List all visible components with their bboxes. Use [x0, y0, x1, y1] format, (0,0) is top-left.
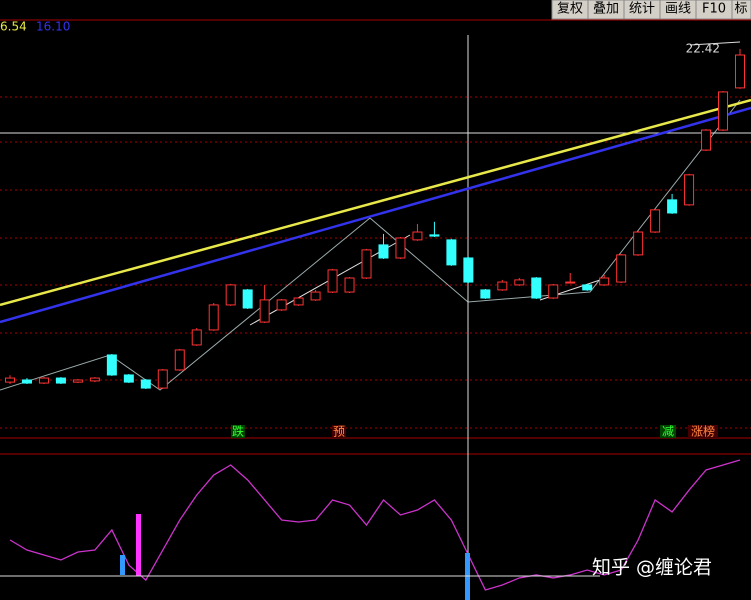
- signal-bar: [120, 555, 125, 575]
- candle-body: [718, 91, 729, 131]
- candle-body: [106, 354, 117, 376]
- candle-body: [344, 277, 355, 293]
- candle-body: [259, 299, 270, 323]
- ma-label: 6.54: [0, 20, 27, 34]
- indicator-line: [9, 459, 741, 591]
- button-label[interactable]: 统计: [629, 2, 655, 17]
- signal-box: [660, 425, 676, 438]
- candle-body: [565, 281, 576, 284]
- signal-label: 预: [333, 425, 345, 439]
- candle-body: [514, 279, 525, 286]
- candle-body: [633, 231, 644, 256]
- candle-body: [429, 234, 440, 237]
- ma-line: [0, 98, 751, 307]
- toolbar: 复权 叠加 统计 画线 F10 标: [551, 0, 751, 20]
- candle-body: [701, 129, 712, 151]
- button[interactable]: [731, 0, 751, 20]
- candle-body: [208, 304, 219, 331]
- candle-body: [225, 284, 236, 306]
- arrow-line: [689, 41, 741, 46]
- candle-body: [395, 237, 406, 259]
- candle-body: [293, 297, 304, 306]
- signal-box: [231, 425, 245, 438]
- candle-body: [582, 284, 593, 291]
- button-label[interactable]: 标: [734, 2, 747, 17]
- candle-body: [684, 174, 695, 206]
- signal-label: 减: [662, 425, 674, 439]
- ma-label: 16.10: [36, 20, 70, 34]
- candle-body: [548, 284, 559, 299]
- candle-body: [446, 239, 457, 266]
- candle-body: [497, 281, 508, 291]
- candle-body: [616, 254, 627, 283]
- signal-box: [688, 425, 718, 438]
- candle-body: [174, 349, 185, 371]
- candle-body: [463, 257, 474, 283]
- candle-body: [276, 299, 287, 311]
- candle-body: [650, 209, 661, 233]
- candle-body: [55, 377, 66, 384]
- candle-body: [123, 374, 134, 383]
- candle-body: [191, 329, 202, 346]
- candle-body: [242, 289, 253, 309]
- signal-label: 跌: [232, 424, 244, 439]
- candle-body: [667, 199, 678, 214]
- candle-body: [361, 249, 372, 279]
- toolbar-bg: [552, 0, 751, 19]
- candle-body: [310, 291, 321, 301]
- signal-box: [332, 425, 346, 438]
- candle-body: [157, 369, 168, 389]
- button-label[interactable]: 画线: [665, 2, 691, 17]
- candle-body: [599, 277, 610, 286]
- candle-body: [531, 277, 542, 299]
- candle-body: [378, 244, 389, 259]
- button-label[interactable]: F10: [702, 2, 726, 17]
- candle-body: [5, 377, 15, 383]
- high-label: 22.42: [686, 41, 720, 55]
- candle-body: [140, 379, 151, 389]
- button-label[interactable]: 复权: [557, 1, 583, 17]
- candle-body: [38, 377, 49, 384]
- watermark: 知乎 @缠论君: [592, 557, 712, 579]
- candle-body: [412, 231, 423, 241]
- ma-line: [0, 106, 751, 324]
- candle-body: [327, 269, 338, 293]
- candle-body: [89, 377, 100, 382]
- button-label[interactable]: 叠加: [593, 2, 619, 17]
- candle-body: [21, 379, 32, 384]
- grid: [0, 96, 751, 429]
- candle-body: [480, 289, 491, 299]
- candle-body: [735, 54, 745, 89]
- marks: 6.54 16.10 22.42: [0, 20, 751, 591]
- signal-label: 涨榜: [691, 424, 715, 439]
- signal-bar: [136, 514, 141, 576]
- candle-body: [72, 379, 83, 383]
